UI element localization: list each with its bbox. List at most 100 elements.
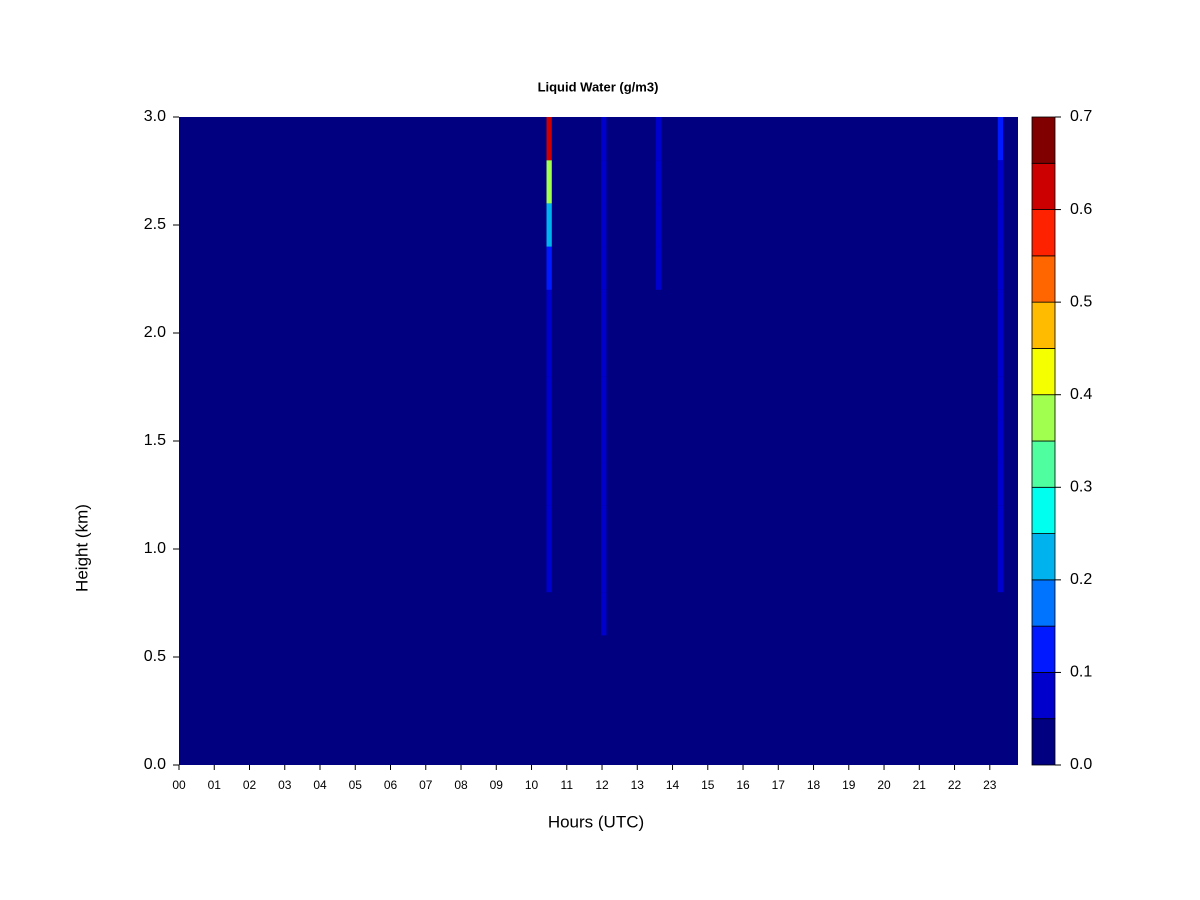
heat-cell <box>601 635 607 679</box>
heat-cell <box>997 246 1004 290</box>
heat-cell <box>655 333 662 377</box>
x-tick-label: 18 <box>807 778 821 792</box>
x-tick-label: 15 <box>701 778 715 792</box>
heat-cell <box>601 289 607 333</box>
x-tick-label: 05 <box>349 778 363 792</box>
heat-cell <box>601 549 607 593</box>
heat-cell <box>655 203 662 247</box>
colorbar-band <box>1031 209 1056 257</box>
heat-cell <box>997 419 1004 463</box>
heat-cell <box>546 505 552 549</box>
colorbar-tick-label: 0.1 <box>1070 664 1092 681</box>
heat-cell <box>546 549 552 593</box>
x-tick-label: 01 <box>208 778 222 792</box>
heat-cell <box>546 721 552 765</box>
heat-cell <box>997 117 1004 161</box>
x-tick-label: 00 <box>172 778 186 792</box>
heat-cell <box>546 592 552 636</box>
x-tick-label: 04 <box>313 778 327 792</box>
heat-cell <box>601 462 607 506</box>
heat-cell <box>997 678 1004 722</box>
heat-cell <box>546 376 552 420</box>
heat-cell <box>546 246 552 290</box>
heat-cell <box>655 289 662 333</box>
heat-cell <box>546 419 552 463</box>
x-tick-label: 22 <box>948 778 962 792</box>
y-tick-label: 0.5 <box>144 648 166 665</box>
x-tick-label: 09 <box>490 778 504 792</box>
heat-cell <box>655 419 662 463</box>
heat-cell <box>655 376 662 420</box>
heat-cell <box>546 462 552 506</box>
heat-cell <box>997 549 1004 593</box>
colorbar-tick-label: 0.4 <box>1070 386 1092 403</box>
x-tick-label: 08 <box>454 778 468 792</box>
heat-cell <box>546 160 552 204</box>
x-tick-label: 07 <box>419 778 433 792</box>
colorbar-band <box>1031 625 1056 673</box>
heat-cell <box>655 160 662 204</box>
heat-cell <box>601 721 607 765</box>
y-tick-label: 2.5 <box>144 216 166 233</box>
heat-cell <box>655 505 662 549</box>
heat-cell <box>546 333 552 377</box>
colorbar-band <box>1031 301 1056 349</box>
colorbar-tick-label: 0.5 <box>1070 293 1092 310</box>
heat-cell <box>997 160 1004 204</box>
heat-cell <box>546 635 552 679</box>
x-tick-label: 23 <box>983 778 997 792</box>
heat-cell <box>997 376 1004 420</box>
colorbar-band <box>1031 440 1056 488</box>
y-axis-label: Height (km) <box>72 504 91 592</box>
heat-cell <box>601 505 607 549</box>
heat-cell <box>601 678 607 722</box>
x-tick-label: 11 <box>561 778 574 792</box>
heat-cell <box>655 246 662 290</box>
colorbar-tick-label: 0.6 <box>1070 201 1092 218</box>
heat-cell <box>997 635 1004 679</box>
heat-cell <box>601 246 607 290</box>
colorbar-band <box>1031 255 1056 303</box>
chart-title: Liquid Water (g/m3) <box>538 79 659 94</box>
heat-cell <box>655 117 662 161</box>
colorbar-band <box>1031 162 1056 210</box>
x-tick-label: 03 <box>278 778 292 792</box>
plot-background <box>179 117 1018 765</box>
heat-cell <box>546 289 552 333</box>
heat-cell <box>601 419 607 463</box>
x-tick-label: 21 <box>913 778 927 792</box>
colorbar-band <box>1031 394 1056 442</box>
heat-cell <box>546 117 552 161</box>
colorbar-band <box>1031 116 1056 164</box>
y-tick-label: 0.0 <box>144 756 166 773</box>
heat-cell <box>997 462 1004 506</box>
heat-cell <box>997 592 1004 636</box>
heat-cell <box>997 721 1004 765</box>
x-tick-label: 20 <box>877 778 891 792</box>
heat-cell <box>655 592 662 636</box>
heat-cell <box>655 462 662 506</box>
heat-cell <box>997 333 1004 377</box>
y-tick-label: 3.0 <box>144 108 166 125</box>
heat-cell <box>601 592 607 636</box>
x-tick-label: 13 <box>631 778 645 792</box>
heat-cell <box>601 203 607 247</box>
x-tick-label: 12 <box>595 778 609 792</box>
x-tick-label: 19 <box>842 778 856 792</box>
x-tick-label: 02 <box>243 778 257 792</box>
y-tick-label: 1.5 <box>144 432 166 449</box>
colorbar-tick-label: 0.0 <box>1070 756 1092 773</box>
x-tick-label: 14 <box>666 778 680 792</box>
colorbar-band <box>1031 486 1056 534</box>
heat-cell <box>655 721 662 765</box>
heat-cell <box>997 289 1004 333</box>
x-tick-label: 16 <box>736 778 750 792</box>
y-tick-label: 1.0 <box>144 540 166 557</box>
colorbar-tick-label: 0.2 <box>1070 571 1092 588</box>
x-tick-label: 17 <box>772 778 786 792</box>
y-tick-label: 2.0 <box>144 324 166 341</box>
x-tick-label: 10 <box>525 778 539 792</box>
colorbar-band <box>1031 579 1056 627</box>
heat-cell <box>655 549 662 593</box>
